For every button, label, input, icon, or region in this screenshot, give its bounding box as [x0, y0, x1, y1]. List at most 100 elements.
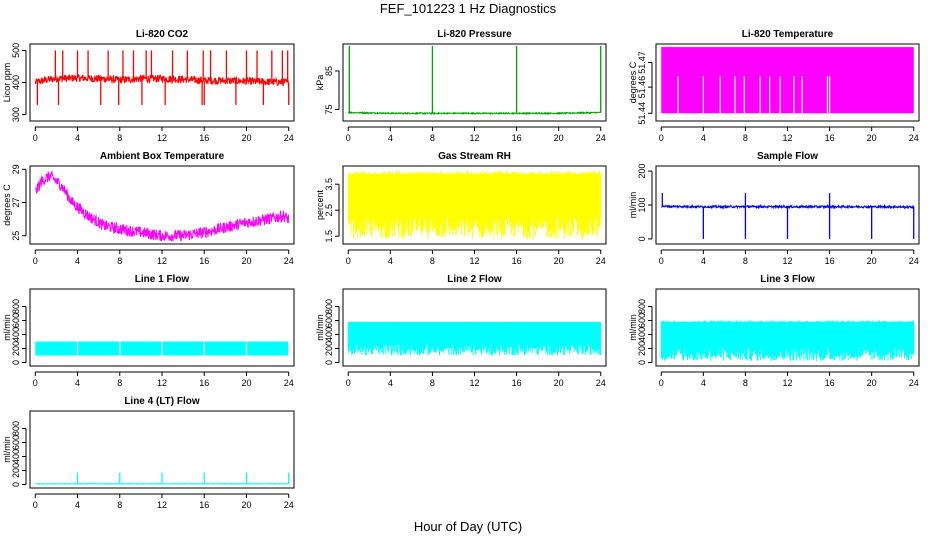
- panel-title: Gas Stream RH: [438, 151, 511, 162]
- x-tick-label: 8: [430, 378, 435, 388]
- y-tick-label: 500: [11, 43, 21, 58]
- panel-ylabel: degrees C: [2, 184, 12, 226]
- plot-frame: [29, 288, 295, 367]
- panel-data: [661, 193, 915, 239]
- panel-ylabel: degrees C: [628, 61, 638, 103]
- x-tick-label: 20: [241, 378, 251, 388]
- plot-frame: [655, 165, 920, 245]
- x-tick-label: 8: [743, 133, 748, 143]
- panel-1: Li-820 CO2 Licor ppm 0 4 8 12 16 20 24 300 400 500: [2, 29, 295, 143]
- panel-ylabel: Licor ppm: [2, 63, 12, 103]
- x-tick-label: 8: [743, 378, 748, 388]
- x-tick-label: 0: [33, 500, 38, 510]
- series-band: [661, 47, 914, 114]
- panel-9: Line 3 Flow ml/min 0 4 8 12 16 20 24 0 20040060080…: [628, 274, 920, 388]
- panel-data: [347, 321, 602, 356]
- x-tick-label: 12: [157, 500, 167, 510]
- x-tick-label: 20: [867, 256, 877, 266]
- y-tick-label: 27: [11, 198, 21, 208]
- panel-title: Sample Flow: [757, 151, 818, 162]
- x-tick-label: 16: [512, 133, 522, 143]
- x-tick-label: 20: [554, 256, 564, 266]
- x-tick-label: 4: [701, 256, 706, 266]
- x-tick-label: 16: [199, 500, 209, 510]
- y-tick-label: 75: [324, 104, 334, 114]
- x-tick-label: 24: [284, 256, 294, 266]
- x-tick-label: 0: [33, 133, 38, 143]
- panel-data: [660, 320, 915, 362]
- x-tick-label: 8: [117, 133, 122, 143]
- panel-10: Line 4 (LT) Flow ml/min 0 4 8 12 16 20 24 0 200400…: [2, 396, 295, 510]
- series-noise: [347, 173, 602, 239]
- x-tick-label: 24: [284, 133, 294, 143]
- panel-title: Line 4 (LT) Flow: [124, 396, 200, 407]
- panel-title: Line 1 Flow: [135, 274, 190, 285]
- panel-title: Line 3 Flow: [760, 274, 815, 285]
- y-tick-label: 600: [11, 435, 21, 450]
- plot-frame: [29, 410, 295, 489]
- panel-title: Ambient Box Temperature: [100, 151, 225, 162]
- x-tick-label: 16: [199, 378, 209, 388]
- y-tick-label: 1.5: [324, 230, 334, 243]
- x-tick-label: 16: [825, 256, 835, 266]
- x-tick-label: 8: [430, 256, 435, 266]
- y-tick-label: 400: [637, 327, 647, 342]
- x-tick-label: 20: [867, 378, 877, 388]
- series-noise: [660, 321, 915, 362]
- x-tick-label: 0: [33, 256, 38, 266]
- panel-title: Li-820 Pressure: [437, 29, 512, 40]
- y-tick-label: 100: [637, 197, 647, 212]
- x-tick-label: 0: [346, 378, 351, 388]
- x-tick-label: 24: [596, 378, 606, 388]
- x-tick-label: 12: [469, 133, 479, 143]
- y-tick-label: 300: [11, 107, 21, 122]
- x-tick-label: 0: [33, 378, 38, 388]
- x-tick-label: 0: [346, 133, 351, 143]
- panel-7: Line 1 Flow ml/min 0 4 8 12 16 20 24 0 20040060080…: [2, 274, 295, 388]
- x-tick-label: 8: [117, 378, 122, 388]
- series-line: [348, 110, 602, 116]
- y-tick-label: 600: [637, 313, 647, 328]
- y-tick-label: 200: [637, 164, 647, 179]
- x-tick-label: 24: [909, 256, 919, 266]
- plot-frame: [342, 165, 607, 245]
- x-tick-label: 16: [825, 133, 835, 143]
- panel-2: Li-820 Pressure kPa 0 4 8 12 16 20 24 75 85: [315, 29, 607, 143]
- x-tick-label: 16: [199, 133, 209, 143]
- y-tick-label: 51.47: [637, 51, 647, 74]
- x-tick-label: 24: [284, 500, 294, 510]
- series-line: [35, 170, 290, 242]
- series-noise-top: [349, 171, 601, 174]
- plot-frame: [655, 288, 920, 367]
- x-tick-label: 0: [346, 256, 351, 266]
- x-tick-label: 24: [284, 378, 294, 388]
- panel-title: Line 2 Flow: [447, 274, 502, 285]
- x-tick-label: 20: [241, 256, 251, 266]
- x-tick-label: 12: [157, 256, 167, 266]
- figure-title: FEF_101223 1 Hz Diagnostics: [380, 1, 557, 16]
- plot-frame: [342, 43, 607, 122]
- panel-5: Gas Stream RH percent 0 4 8 12 16 20 24 1.5 2.5 3.5: [315, 151, 607, 266]
- y-tick-label: 51.44: [637, 102, 647, 125]
- y-tick-label: 3.5: [324, 178, 334, 191]
- y-tick-label: 400: [324, 327, 334, 342]
- x-tick-label: 8: [743, 256, 748, 266]
- x-tick-label: 4: [75, 378, 80, 388]
- x-tick-label: 8: [117, 256, 122, 266]
- panel-ylabel: ml/min: [2, 436, 12, 463]
- panel-data: [35, 472, 290, 486]
- y-tick-label: 0: [637, 236, 647, 241]
- panel-data: [35, 170, 290, 242]
- x-tick-label: 12: [469, 378, 479, 388]
- panel-data: [348, 45, 602, 116]
- y-tick-label: 600: [11, 313, 21, 328]
- y-tick-label: 400: [11, 75, 21, 90]
- x-tick-label: 12: [782, 256, 792, 266]
- y-tick-label: 0: [637, 360, 647, 365]
- x-tick-label: 20: [241, 133, 251, 143]
- panel-data: [661, 47, 914, 114]
- x-tick-label: 4: [701, 378, 706, 388]
- x-tick-label: 8: [117, 500, 122, 510]
- x-tick-label: 4: [388, 133, 393, 143]
